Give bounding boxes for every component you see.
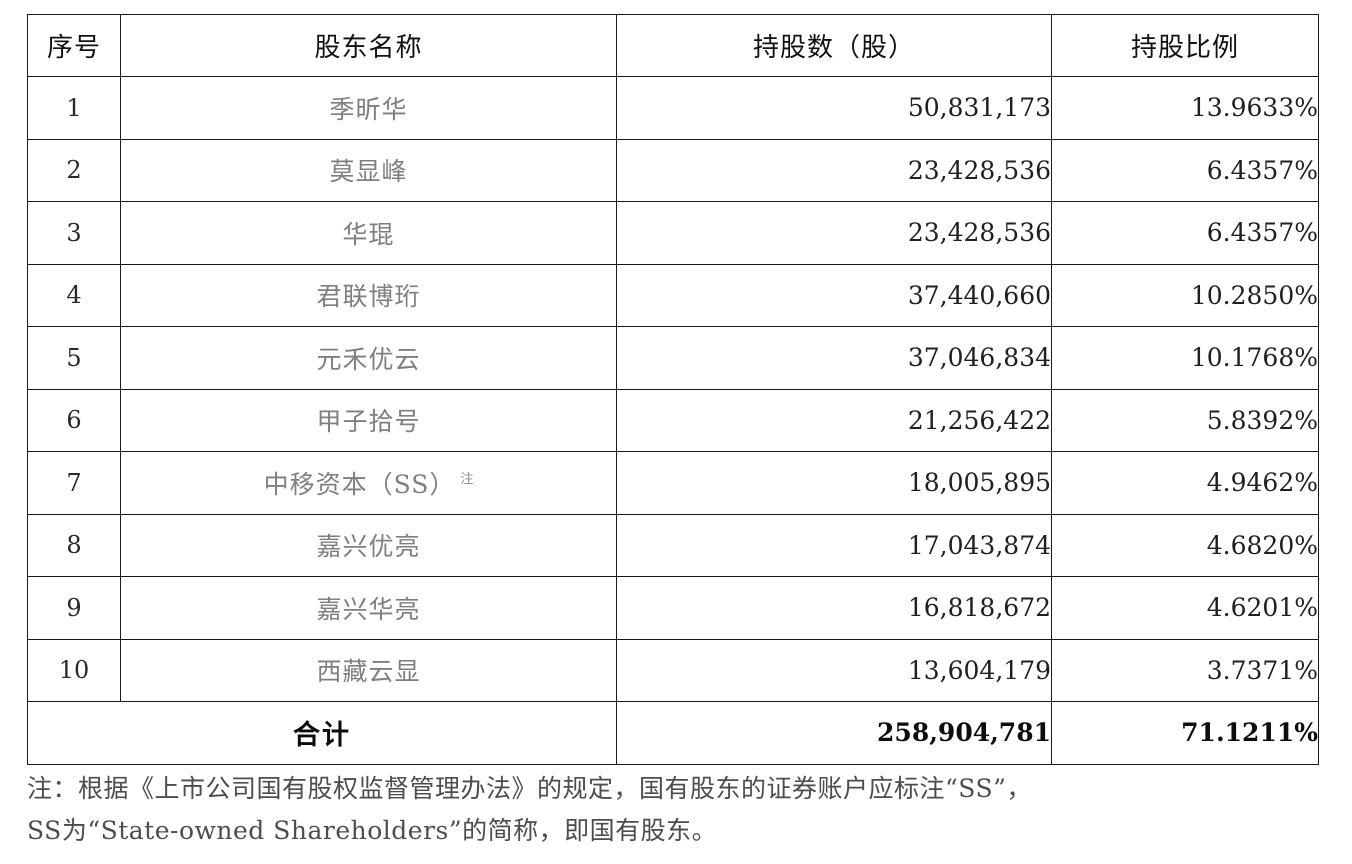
shareholders-table: 序号 股东名称 持股数（股） 持股比例 1 季昕华 50,831,173 13.…	[27, 14, 1319, 765]
cell-ratio: 5.8392%	[1051, 388, 1319, 452]
total-label: 合计	[27, 701, 617, 765]
cell-index: 9	[27, 576, 121, 640]
cell-shares: 37,440,660	[616, 263, 1052, 327]
total-ratio: 71.1211%	[1051, 701, 1319, 765]
header-row: 序号 股东名称 持股数（股） 持股比例	[27, 14, 1319, 77]
cell-index: 10	[27, 638, 121, 702]
cell-ratio: 4.6201%	[1051, 576, 1319, 640]
cell-index: 6	[27, 388, 121, 452]
cell-name: 甲子拾号	[120, 388, 617, 452]
shareholders-table-container: 序号 股东名称 持股数（股） 持股比例 1 季昕华 50,831,173 13.…	[27, 14, 1319, 765]
cell-ratio: 10.1768%	[1051, 326, 1319, 390]
table-footnote: 注：根据《上市公司国有股权监督管理办法》的规定，国有股东的证券账户应标注“SS”…	[27, 768, 1327, 852]
cell-ratio: 6.4357%	[1051, 138, 1319, 202]
table-row: 2 莫显峰 23,428,536 6.4357%	[27, 138, 1319, 202]
cell-shares: 23,428,536	[616, 138, 1052, 202]
cell-shares: 18,005,895	[616, 451, 1052, 515]
table-row: 9 嘉兴华亮 16,818,672 4.6201%	[27, 576, 1319, 640]
cell-ratio: 4.9462%	[1051, 451, 1319, 515]
cell-name-with-footnote: 中移资本（SS）注	[120, 451, 617, 515]
cell-shares: 17,043,874	[616, 513, 1052, 577]
table-row: 5 元禾优云 37,046,834 10.1768%	[27, 326, 1319, 390]
cell-ratio: 10.2850%	[1051, 263, 1319, 327]
cell-shares: 23,428,536	[616, 201, 1052, 265]
footnote-line-1: 注：根据《上市公司国有股权监督管理办法》的规定，国有股东的证券账户应标注“SS”…	[27, 774, 1032, 803]
cell-name: 华琨	[120, 201, 617, 265]
table-row: 4 君联博珩 37,440,660 10.2850%	[27, 263, 1319, 327]
footnote-marker: 注	[460, 472, 474, 488]
header-cell-ratio: 持股比例	[1051, 14, 1319, 77]
table-row: 1 季昕华 50,831,173 13.9633%	[27, 76, 1319, 140]
cell-ratio: 13.9633%	[1051, 76, 1319, 140]
cell-index: 4	[27, 263, 121, 327]
table-body: 1 季昕华 50,831,173 13.9633% 2 莫显峰 23,428,5…	[27, 76, 1319, 765]
table-total-row: 合计 258,904,781 71.1211%	[27, 701, 1319, 765]
cell-name: 西藏云显	[120, 638, 617, 702]
cell-shares: 50,831,173	[616, 76, 1052, 140]
table-header: 序号 股东名称 持股数（股） 持股比例	[27, 14, 1319, 77]
cell-shares: 13,604,179	[616, 638, 1052, 702]
cell-index: 1	[27, 76, 121, 140]
cell-name: 君联博珩	[120, 263, 617, 327]
table-row: 8 嘉兴优亮 17,043,874 4.6820%	[27, 513, 1319, 577]
cell-ratio: 4.6820%	[1051, 513, 1319, 577]
cell-name: 元禾优云	[120, 326, 617, 390]
header-cell-index: 序号	[27, 14, 121, 77]
cell-name-text: 中移资本（SS）	[263, 469, 456, 499]
cell-shares: 37,046,834	[616, 326, 1052, 390]
cell-name: 嘉兴华亮	[120, 576, 617, 640]
cell-shares: 21,256,422	[616, 388, 1052, 452]
header-cell-name: 股东名称	[120, 14, 617, 77]
total-shares: 258,904,781	[616, 701, 1052, 765]
cell-ratio: 3.7371%	[1051, 638, 1319, 702]
table-row: 10 西藏云显 13,604,179 3.7371%	[27, 638, 1319, 702]
cell-index: 2	[27, 138, 121, 202]
cell-shares: 16,818,672	[616, 576, 1052, 640]
cell-index: 3	[27, 201, 121, 265]
footnote-line-2: SS为“State-owned Shareholders”的简称，即国有股东。	[27, 816, 718, 845]
table-row: 7 中移资本（SS）注 18,005,895 4.9462%	[27, 451, 1319, 515]
cell-index: 8	[27, 513, 121, 577]
table-row: 3 华琨 23,428,536 6.4357%	[27, 201, 1319, 265]
header-cell-shares: 持股数（股）	[616, 14, 1052, 77]
cell-index: 7	[27, 451, 121, 515]
cell-name: 莫显峰	[120, 138, 617, 202]
table-row: 6 甲子拾号 21,256,422 5.8392%	[27, 388, 1319, 452]
cell-name: 嘉兴优亮	[120, 513, 617, 577]
cell-name: 季昕华	[120, 76, 617, 140]
cell-ratio: 6.4357%	[1051, 201, 1319, 265]
cell-index: 5	[27, 326, 121, 390]
